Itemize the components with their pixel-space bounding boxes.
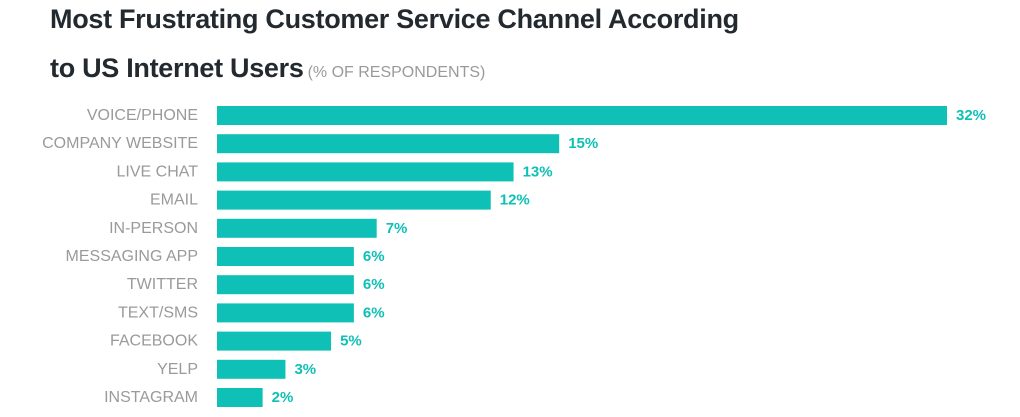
category-label: YELP [157, 361, 198, 378]
category-label: LIVE CHAT [117, 163, 199, 180]
bar [217, 331, 332, 351]
bar [217, 218, 377, 238]
value-label: 3% [294, 361, 316, 378]
bar [217, 303, 354, 323]
bar [217, 134, 560, 154]
chart-subtitle: (% OF RESPONDENTS) [307, 64, 486, 81]
value-label: 6% [363, 276, 385, 293]
chart-title-line2: to US Internet Users [50, 53, 304, 83]
category-label: COMPANY WEBSITE [42, 135, 198, 152]
value-label: 32% [956, 107, 986, 124]
value-label: 15% [568, 135, 598, 152]
category-label: TEXT/SMS [118, 304, 198, 321]
bar [217, 275, 354, 295]
bar [217, 247, 354, 266]
value-label: 2% [272, 389, 294, 406]
category-label: TWITTER [127, 276, 198, 293]
category-label: MESSAGING APP [66, 248, 198, 265]
bar [217, 106, 947, 125]
category-label: VOICE/PHONE [87, 107, 198, 124]
value-label: 6% [363, 248, 385, 265]
value-label: 12% [500, 192, 530, 209]
category-label: IN-PERSON [109, 220, 198, 237]
value-label: 7% [386, 220, 408, 237]
value-label: 6% [363, 304, 385, 321]
category-label: INSTAGRAM [104, 389, 198, 406]
category-label: FACEBOOK [110, 333, 198, 350]
bar [217, 162, 514, 182]
bar [217, 190, 491, 210]
value-label: 13% [523, 163, 553, 180]
category-label: EMAIL [150, 192, 198, 209]
bar [217, 388, 263, 407]
value-label: 5% [340, 333, 362, 350]
bar [217, 359, 286, 379]
chart-title-line1: Most Frustrating Customer Service Channe… [50, 4, 739, 34]
chart-title-line2-wrapper: to US Internet Users (% OF RESPONDENTS) [50, 53, 485, 84]
